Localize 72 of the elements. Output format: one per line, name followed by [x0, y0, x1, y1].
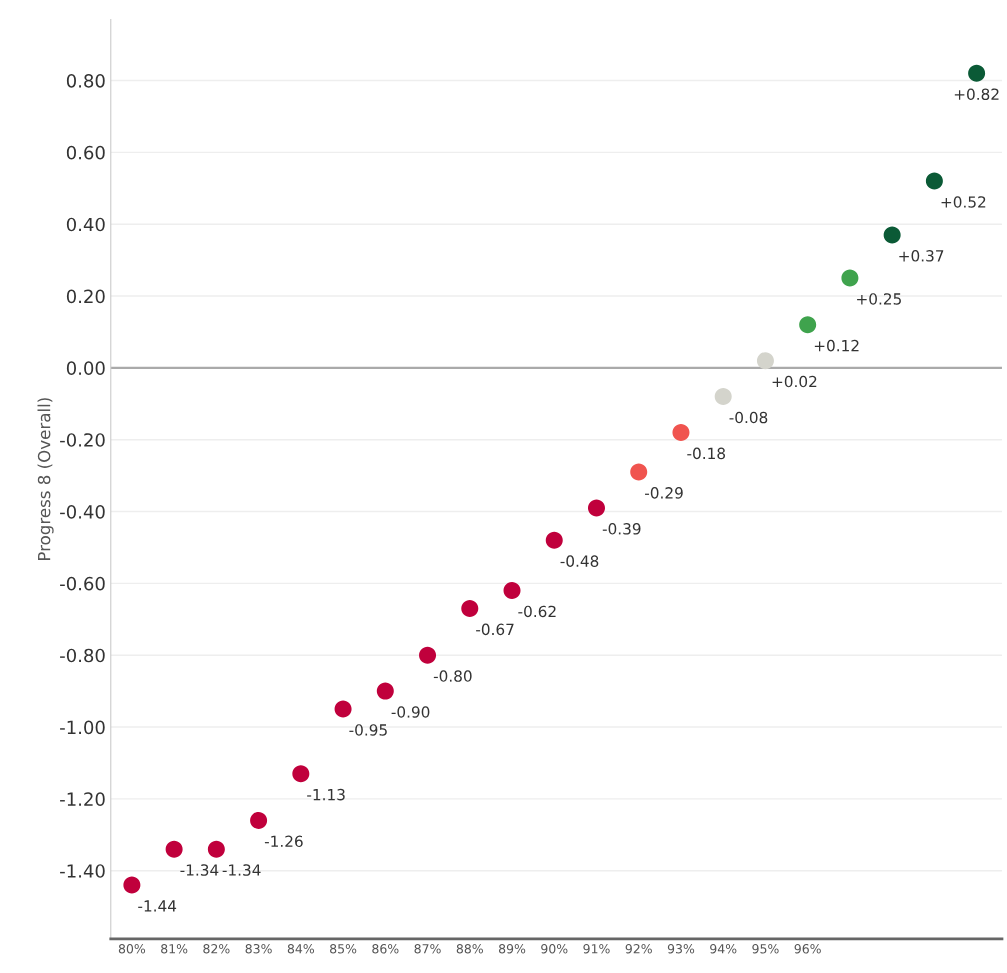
y-tick-label: -1.00: [60, 720, 105, 735]
y-tick-label: 0.60: [66, 145, 105, 160]
point: [672, 424, 690, 442]
point: [334, 700, 352, 718]
x-tick-label: 85%: [330, 944, 357, 954]
y-tick-label: -0.80: [60, 648, 105, 663]
point: [799, 316, 817, 334]
x-tick-label: 84%: [287, 944, 315, 954]
x-tick-label: 86%: [372, 944, 399, 954]
data-label: -1.34: [180, 864, 219, 876]
data-label: -1.34: [222, 864, 261, 876]
x-tick-label: 80%: [118, 944, 146, 954]
point: [587, 499, 605, 517]
data-label: -0.80: [433, 670, 472, 682]
point: [756, 352, 774, 370]
point: [503, 582, 521, 600]
x-tick-label: 83%: [245, 944, 272, 954]
point: [165, 840, 183, 858]
data-label: -1.44: [138, 900, 177, 912]
data-label: -0.95: [349, 724, 387, 736]
x-tick-label: 96%: [794, 944, 821, 954]
point: [630, 463, 648, 481]
data-label: -0.08: [729, 411, 768, 424]
point: [123, 876, 141, 894]
data-label: +0.02: [772, 375, 817, 388]
data-label: +0.25: [857, 293, 901, 305]
y-tick-label: -1.40: [60, 864, 105, 878]
y-axis-title: Progress 8 (Overall): [37, 398, 54, 561]
x-tick-label: 93%: [667, 944, 695, 954]
x-tick-label: 89%: [498, 944, 526, 954]
y-tick-label: -0.40: [60, 504, 105, 519]
data-label: -0.90: [391, 706, 430, 718]
point: [714, 388, 732, 406]
data-label: -1.13: [307, 788, 345, 801]
x-tick-label: 91%: [583, 944, 610, 954]
point: [925, 172, 943, 190]
point: [883, 226, 901, 244]
data-label: -0.62: [518, 605, 556, 618]
x-tick-label: 87%: [414, 944, 441, 954]
x-tick-label: 92%: [625, 944, 652, 954]
y-tick-label: -0.20: [60, 433, 105, 447]
point: [207, 840, 225, 858]
y-tick-label: -0.60: [60, 576, 105, 591]
point: [376, 682, 394, 700]
point: [419, 646, 437, 664]
data-label: -0.67: [476, 623, 514, 636]
data-label: -0.18: [687, 447, 726, 460]
data-label: -0.39: [602, 523, 641, 535]
data-label: +0.82: [954, 88, 999, 100]
x-tick-label: 88%: [456, 944, 483, 954]
point: [968, 64, 986, 82]
point: [250, 811, 268, 829]
x-tick-label: 90%: [541, 944, 568, 954]
y-tick-label: 0.00: [66, 361, 105, 375]
point: [841, 269, 859, 287]
data-label: -0.48: [560, 555, 599, 567]
data-label: -1.26: [264, 835, 303, 848]
y-tick-label: 0.40: [66, 217, 105, 232]
y-tick-label: 0.20: [66, 289, 105, 304]
x-tick-label: 82%: [203, 944, 230, 954]
data-label: +0.52: [941, 196, 986, 208]
x-tick-label: 94%: [710, 944, 737, 954]
point: [292, 765, 310, 783]
x-tick-label: 81%: [161, 944, 188, 954]
y-tick-label: -1.20: [60, 792, 105, 806]
data-label: +0.12: [814, 339, 859, 352]
point: [545, 531, 563, 549]
point: [461, 600, 479, 618]
y-tick-label: 0.80: [66, 73, 105, 88]
data-label: -0.29: [645, 487, 683, 499]
x-tick-label: 95%: [752, 944, 779, 954]
data-label: +0.37: [899, 250, 944, 262]
